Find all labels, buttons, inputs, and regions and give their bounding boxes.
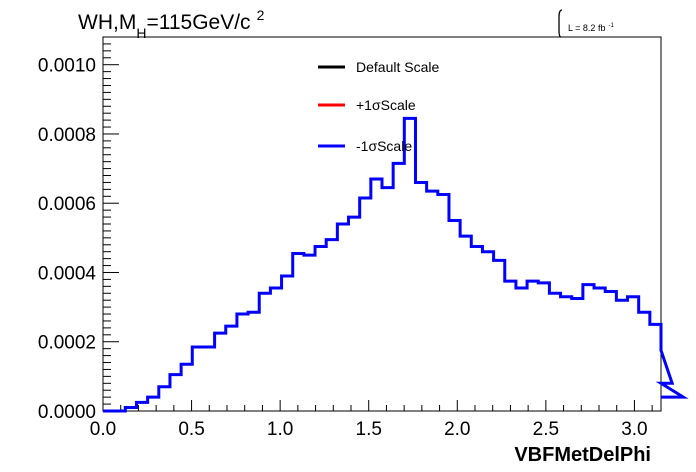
series-layer [103,116,689,413]
lumi-value: L = 8.2 fb [568,23,605,33]
y-tick-label: 0.0000 [38,402,96,423]
y-tick-label: 0.0008 [38,125,96,146]
x-tick-label: 2.5 [533,419,559,440]
y-axis: 0.0000 0.0002 0.0004 0.0006 0.0008 0.0010 [38,43,119,423]
svg-text:L = 8.2 fb-1: L = 8.2 fb -1 [568,23,614,33]
series-line [103,116,689,413]
x-tick-label: 2.0 [444,419,470,440]
title-main: WH,M [78,11,136,34]
title-subscript: H [136,25,146,41]
x-tick-label: 1.5 [356,419,382,440]
x-axis-title: VBFMetDelPhi [514,444,651,466]
luminosity-label: L = 8.2 fb -1 [558,9,614,38]
legend-label: Default Scale [356,59,439,75]
legend-label: -1σScale [356,138,412,154]
x-tick-label: 3.0 [621,419,647,440]
integral-sign [558,9,563,38]
y-tick-label: 0.0002 [38,333,96,354]
legend-label: +1σScale [356,97,416,113]
plot-frame [102,36,662,412]
x-tick-label: 1.0 [267,419,293,440]
x-tick-label: 0.5 [178,419,204,440]
x-tick-label: 0.0 [90,419,116,440]
y-tick-label: 0.0006 [38,194,96,215]
y-tick-label: 0.0004 [38,263,97,284]
lumi-exponent: -1 [608,23,614,29]
title-rest: =115GeV/c [146,11,250,34]
x-axis: 0.0 0.5 1.0 1.5 2.0 2.5 3.0 [90,400,653,440]
legend: Default Scale +1σScale -1σScale [318,59,439,154]
title-superscript: 2 [257,7,265,23]
chart-title: WH,MH=115GeV/c 2 [78,7,265,41]
y-tick-label: 0.0010 [38,56,96,77]
